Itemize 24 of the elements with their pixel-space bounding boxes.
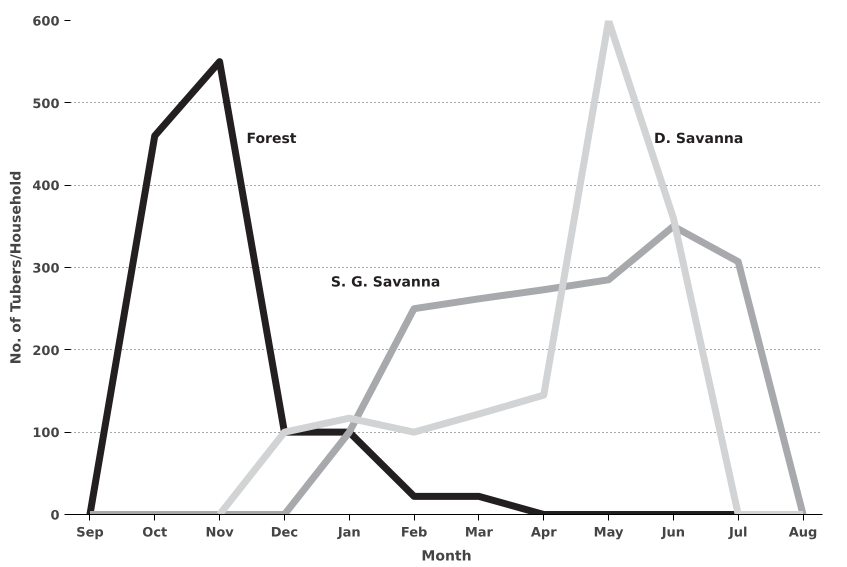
y-tick-label: 200 — [32, 344, 60, 359]
x-tick-label: Jun — [660, 526, 686, 540]
y-tick-label: 500 — [32, 96, 60, 112]
annotation: D. Savanna — [654, 131, 744, 148]
x-tick-label: May — [594, 526, 624, 540]
x-tick-label: Oct — [142, 526, 168, 540]
x-tick-label: Sep — [76, 526, 104, 540]
y-tick-label: 100 — [32, 426, 60, 442]
y-tick-label: 600 — [32, 14, 60, 30]
x-tick-label: Aug — [788, 526, 818, 540]
annotation: Forest — [246, 131, 297, 148]
x-tick-label: Jan — [336, 526, 361, 540]
x-tick-label: Jul — [728, 526, 748, 540]
x-tick-label: Apr — [530, 526, 558, 540]
x-axis-title: Month — [421, 548, 472, 564]
x-tick-label: Dec — [270, 526, 298, 540]
y-tick-label: 0 — [50, 508, 60, 524]
y-axis-title: No. of Tubers/Household — [8, 170, 24, 364]
x-tick-label: Nov — [205, 526, 234, 540]
x-tick-label: Feb — [400, 526, 428, 540]
x-tick-label: Mar — [464, 526, 494, 540]
y-tick-label: 400 — [32, 179, 60, 194]
annotation: S. G. Savanna — [330, 274, 440, 290]
y-tick-label: 300 — [32, 262, 60, 276]
